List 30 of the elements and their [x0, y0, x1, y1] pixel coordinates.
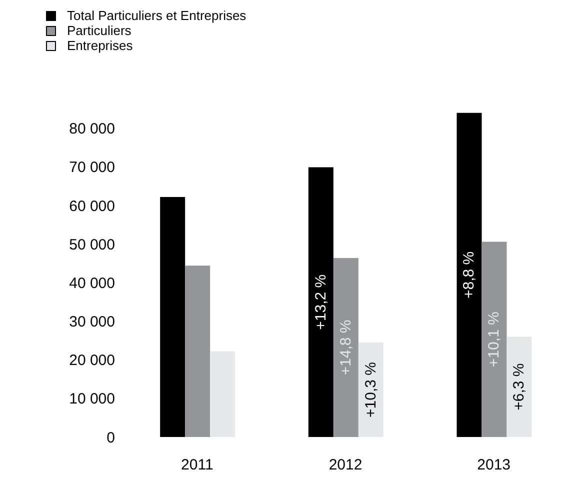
x-tick-label: 2011 [181, 456, 214, 474]
bar [506, 336, 532, 437]
y-tick-label: 50 000 [69, 236, 115, 254]
annotation: +10,3 % [362, 362, 380, 418]
annotation: +13,2 % [312, 274, 330, 330]
y-tick-label: 70 000 [69, 159, 115, 176]
y-tick-label: 60 000 [69, 198, 115, 215]
bar [210, 351, 236, 437]
bar [456, 112, 482, 437]
y-tick-label: 80 000 [69, 120, 115, 138]
y-tick-label: 10 000 [69, 390, 115, 408]
annotation: +10,1 % [486, 312, 503, 368]
legend-label: Total Particuliers et Entreprises [67, 8, 246, 23]
annotation: +6,3 % [510, 363, 528, 410]
legend-label: Entreprises [67, 38, 133, 53]
y-tick-label: 0 [106, 429, 115, 446]
y-tick-label: 30 000 [69, 314, 115, 331]
bar [160, 196, 186, 437]
bar [185, 266, 210, 437]
bar [333, 258, 358, 437]
annotation: +8,8 % [460, 251, 478, 298]
y-tick-label: 20 000 [69, 352, 115, 370]
bar [308, 167, 334, 437]
bar [358, 342, 384, 437]
bar [482, 242, 507, 437]
legend-label: Particuliers [67, 23, 132, 38]
x-tick-label: 2012 [328, 456, 362, 474]
annotation: +14,8 % [337, 320, 354, 376]
y-tick-label: 40 000 [69, 274, 115, 292]
x-tick-label: 2013 [477, 456, 511, 474]
